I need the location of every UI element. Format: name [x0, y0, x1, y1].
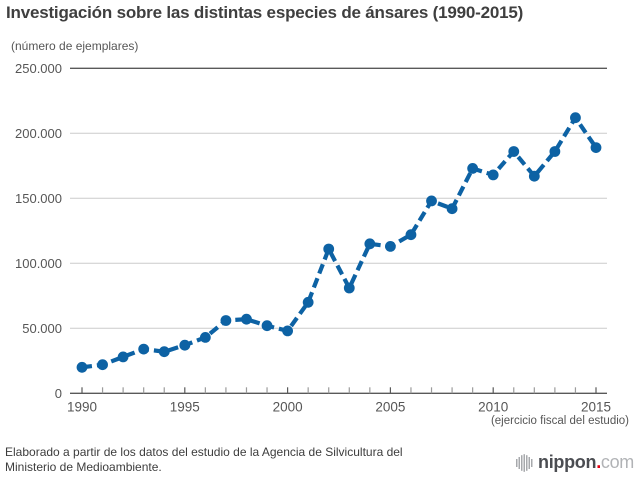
logo-text-nippon: nippon	[538, 452, 597, 472]
data-point	[487, 169, 499, 181]
data-point	[405, 229, 417, 241]
data-point	[508, 146, 520, 157]
source-line-2: Ministerio de Medioambiente.	[5, 459, 162, 474]
x-axis-tick-label: 2015	[581, 399, 611, 414]
y-axis-tick-label: 150.000	[15, 191, 62, 206]
data-point	[426, 195, 437, 207]
y-axis-tick-label: 100.000	[15, 256, 62, 271]
data-point	[220, 315, 232, 326]
data-point	[528, 170, 540, 182]
source-attribution: Elaborado a partir de los datos del estu…	[5, 445, 403, 474]
y-axis-tick-label: 200.000	[15, 126, 62, 141]
nippon-logo-text: nippon.com	[538, 452, 634, 473]
data-point	[343, 282, 355, 294]
data-point	[467, 163, 479, 174]
data-point	[590, 142, 602, 153]
logo-text-com: com	[600, 452, 634, 472]
data-point	[446, 203, 458, 215]
x-axis-tick-label: 2005	[375, 399, 405, 414]
y-axis-tick-label: 50.000	[22, 321, 62, 336]
x-axis-tick-label: 1995	[170, 399, 200, 414]
x-axis-tick-label: 2000	[273, 399, 303, 414]
data-point	[261, 320, 273, 332]
data-point	[302, 296, 314, 308]
chart-title: Investigación sobre las distintas especi…	[6, 3, 524, 22]
data-point	[241, 313, 252, 325]
data-point	[138, 343, 150, 355]
data-line	[81, 113, 598, 370]
x-axis-note: (ejercicio fiscal del estudio)	[490, 415, 629, 427]
goose-population-line-chart: 0 50.000 100.000 150.000 200.000 250.000 1990 1…	[15, 61, 611, 414]
data-point	[570, 112, 581, 124]
data-point	[117, 351, 129, 363]
data-point	[549, 146, 561, 157]
data-point	[97, 359, 108, 371]
data-point	[158, 346, 170, 358]
data-point	[364, 238, 376, 250]
data-point	[199, 332, 211, 343]
data-point	[76, 361, 88, 373]
data-point	[282, 325, 293, 337]
x-axis-tick-label: 2010	[478, 399, 508, 414]
y-axis-tick-label: 0	[55, 386, 62, 401]
data-point	[179, 339, 191, 351]
data-point	[385, 241, 396, 252]
x-axis-tick-label: 1990	[67, 399, 97, 414]
data-point	[323, 243, 335, 255]
y-axis-unit-label: (número de ejemplares)	[11, 39, 139, 53]
nippon-logo-icon	[516, 453, 533, 472]
nippon-logo: nippon.com	[516, 452, 634, 473]
logo-text-dot: .	[596, 452, 601, 472]
y-axis-tick-label: 250.000	[15, 61, 62, 76]
source-line-1: Elaborado a partir de los datos del estu…	[5, 445, 403, 459]
